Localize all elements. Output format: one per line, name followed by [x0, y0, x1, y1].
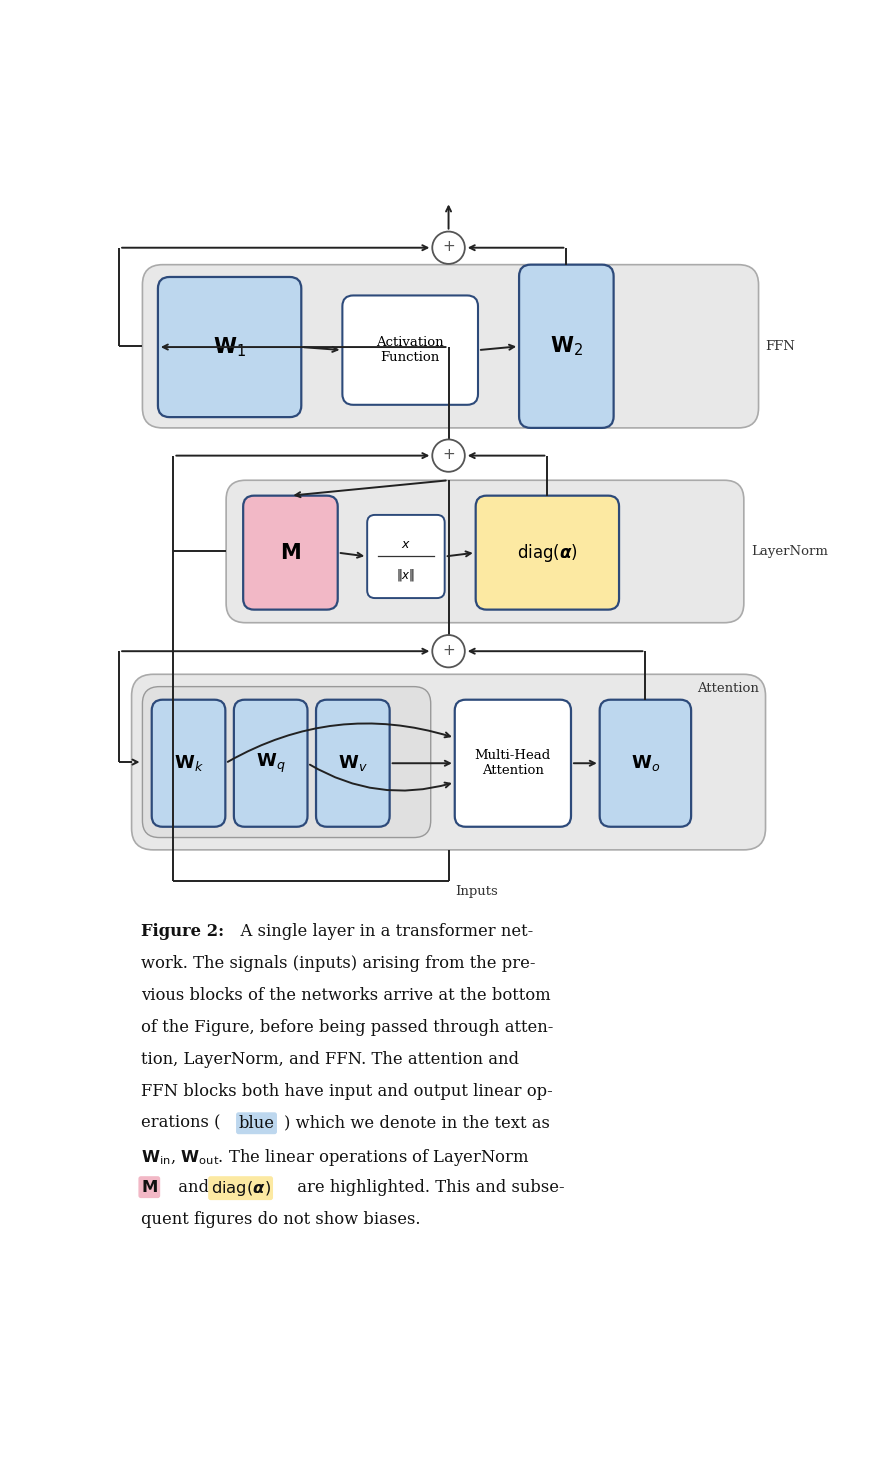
Text: work. The signals (inputs) arising from the pre-: work. The signals (inputs) arising from …	[140, 955, 535, 971]
Text: +: +	[442, 643, 455, 657]
Text: FFN: FFN	[765, 340, 795, 352]
Text: ) which we denote in the text as: ) which we denote in the text as	[284, 1114, 550, 1132]
Text: $\mathbf{W}_1$: $\mathbf{W}_1$	[212, 335, 246, 358]
Text: $x$: $x$	[400, 538, 410, 550]
Text: $\|x\|$: $\|x\|$	[396, 567, 415, 582]
Text: $\mathrm{diag}(\boldsymbol{\alpha})$: $\mathrm{diag}(\boldsymbol{\alpha})$	[211, 1179, 270, 1198]
Circle shape	[432, 439, 464, 472]
FancyBboxPatch shape	[475, 495, 618, 610]
Text: $\mathbf{W}_o$: $\mathbf{W}_o$	[630, 753, 659, 774]
Text: blue: blue	[238, 1114, 274, 1132]
Text: LayerNorm: LayerNorm	[750, 545, 827, 559]
Text: $\mathbf{W}_2$: $\mathbf{W}_2$	[549, 335, 582, 358]
Text: $\mathbf{W}_\mathrm{in}$, $\mathbf{W}_\mathrm{out}$. The linear operations of La: $\mathbf{W}_\mathrm{in}$, $\mathbf{W}_\m…	[140, 1147, 529, 1167]
FancyBboxPatch shape	[226, 481, 743, 622]
Text: $\mathrm{diag}(\boldsymbol{\alpha})$: $\mathrm{diag}(\boldsymbol{\alpha})$	[516, 541, 577, 563]
Text: Inputs: Inputs	[454, 884, 497, 898]
Text: +: +	[442, 239, 455, 255]
Text: A single layer in a transformer net-: A single layer in a transformer net-	[230, 923, 533, 940]
Text: of the Figure, before being passed through atten-: of the Figure, before being passed throu…	[140, 1019, 552, 1036]
Text: Attention: Attention	[696, 682, 759, 696]
FancyBboxPatch shape	[142, 265, 758, 427]
FancyBboxPatch shape	[342, 295, 478, 405]
Text: +: +	[442, 447, 455, 463]
Circle shape	[432, 231, 464, 264]
Text: quent figures do not show biases.: quent figures do not show biases.	[140, 1210, 420, 1228]
FancyBboxPatch shape	[367, 514, 444, 598]
Circle shape	[432, 635, 464, 668]
FancyBboxPatch shape	[158, 277, 301, 417]
Text: Multi-Head
Attention: Multi-Head Attention	[474, 749, 551, 777]
Text: $\mathbf{M}$: $\mathbf{M}$	[140, 1179, 157, 1195]
FancyBboxPatch shape	[316, 700, 389, 827]
Text: and: and	[173, 1179, 214, 1195]
FancyBboxPatch shape	[234, 700, 307, 827]
Text: $\mathbf{W}_v$: $\mathbf{W}_v$	[338, 753, 367, 774]
FancyBboxPatch shape	[142, 687, 430, 837]
FancyBboxPatch shape	[599, 700, 690, 827]
Text: vious blocks of the networks arrive at the bottom: vious blocks of the networks arrive at t…	[140, 988, 550, 1004]
FancyBboxPatch shape	[243, 495, 337, 610]
Text: tion, LayerNorm, and FFN. The attention and: tion, LayerNorm, and FFN. The attention …	[140, 1051, 518, 1067]
Text: Figure 2:: Figure 2:	[140, 923, 224, 940]
Text: are highlighted. This and subse-: are highlighted. This and subse-	[291, 1179, 564, 1195]
Text: $\mathbf{M}$: $\mathbf{M}$	[280, 542, 300, 563]
FancyBboxPatch shape	[519, 265, 613, 427]
FancyBboxPatch shape	[152, 700, 225, 827]
Text: erations (: erations (	[140, 1114, 220, 1132]
Text: $\mathbf{W}_k$: $\mathbf{W}_k$	[174, 753, 203, 774]
FancyBboxPatch shape	[132, 674, 765, 850]
Text: $\mathbf{W}_q$: $\mathbf{W}_q$	[255, 752, 285, 775]
Text: Activation
Function: Activation Function	[376, 336, 443, 364]
FancyBboxPatch shape	[454, 700, 571, 827]
Text: FFN blocks both have input and output linear op-: FFN blocks both have input and output li…	[140, 1083, 552, 1100]
